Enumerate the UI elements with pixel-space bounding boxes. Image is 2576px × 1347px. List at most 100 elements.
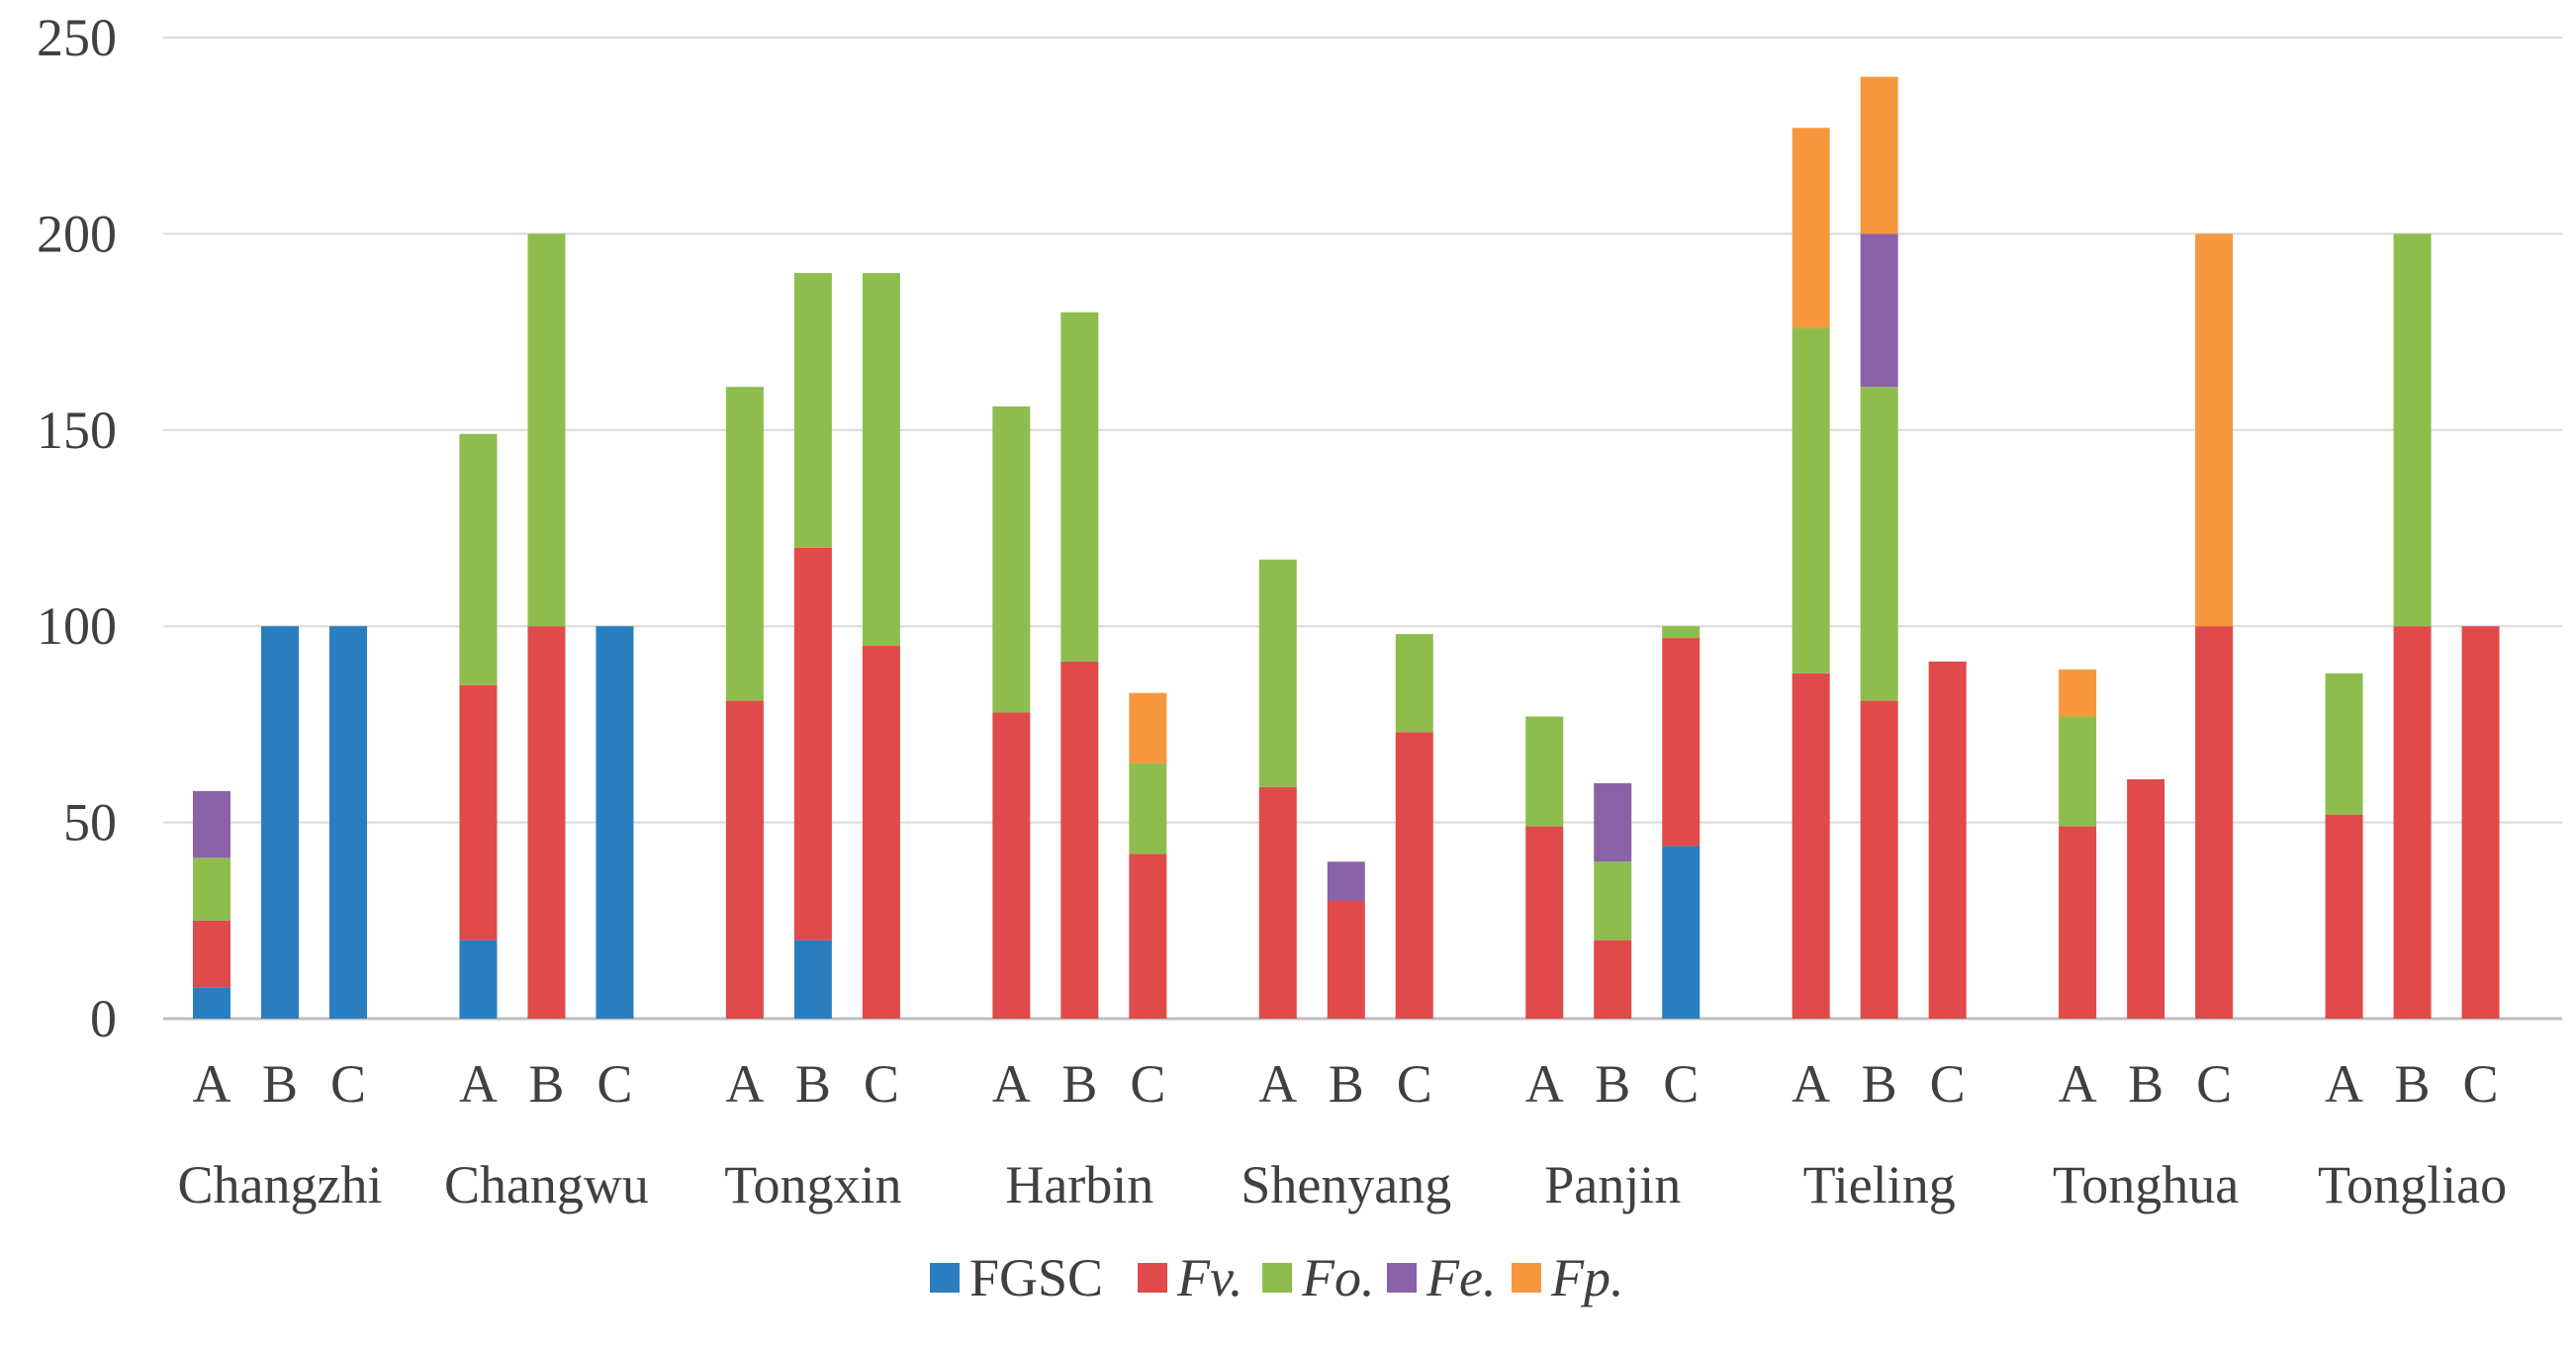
x-tick-label: A bbox=[1258, 1054, 1297, 1114]
x-tick-label: A bbox=[725, 1054, 764, 1114]
bar-tieling-a-fo bbox=[1792, 327, 1830, 674]
x-tick-label: B bbox=[1862, 1054, 1897, 1114]
x-tick-label: C bbox=[1130, 1054, 1165, 1114]
y-tick-label: 50 bbox=[63, 793, 117, 853]
legend-swatch-fv bbox=[1138, 1263, 1167, 1293]
group-label-shenyang: Shenyang bbox=[1241, 1155, 1451, 1214]
bar-tieling-a-fv bbox=[1792, 673, 1830, 1019]
bar-tongxin-b-fgsc bbox=[793, 940, 832, 1019]
bar-panjin-a-fv bbox=[1525, 826, 1564, 1019]
bar-changzhi-a-fe bbox=[193, 790, 230, 858]
bar-harbin-c-fo bbox=[1129, 763, 1167, 854]
group-label-harbin: Harbin bbox=[1005, 1155, 1153, 1214]
bar-tieling-c-fv bbox=[1928, 661, 1967, 1019]
bars bbox=[193, 76, 2500, 1019]
bar-tonghua-c-fp bbox=[2195, 233, 2234, 627]
x-tick-label: C bbox=[1397, 1054, 1432, 1114]
bar-changwu-a-fgsc bbox=[459, 940, 498, 1019]
bar-shenyang-c-fv bbox=[1395, 732, 1433, 1019]
bar-tongxin-c-fv bbox=[862, 646, 900, 1019]
bar-harbin-a-fv bbox=[992, 712, 1031, 1019]
bar-panjin-b-fv bbox=[1594, 940, 1632, 1019]
bar-changzhi-a-fo bbox=[193, 857, 230, 921]
y-tick-label: 0 bbox=[90, 989, 117, 1048]
x-tick-label: B bbox=[2128, 1054, 2163, 1114]
bar-tongxin-b-fo bbox=[793, 273, 832, 548]
x-tick-label: C bbox=[2463, 1054, 2499, 1114]
bar-shenyang-c-fo bbox=[1395, 634, 1433, 733]
legend-swatch-fo bbox=[1262, 1263, 1292, 1293]
bar-shenyang-a-fo bbox=[1258, 559, 1297, 787]
bar-tieling-b-fv bbox=[1860, 700, 1898, 1019]
bar-changwu-a-fo bbox=[459, 433, 498, 685]
bar-changwu-b-fv bbox=[527, 626, 566, 1019]
group-label-panjin: Panjin bbox=[1544, 1155, 1681, 1214]
bar-changzhi-a-fgsc bbox=[193, 987, 230, 1019]
bar-panjin-c-fgsc bbox=[1662, 846, 1701, 1019]
x-tick-label: A bbox=[2059, 1054, 2097, 1114]
bar-changzhi-a-fv bbox=[193, 920, 230, 988]
x-tick-label: C bbox=[597, 1054, 632, 1114]
group-label-tonghua: Tonghua bbox=[2053, 1155, 2239, 1214]
legend-swatch-fp bbox=[1512, 1263, 1541, 1293]
x-tick-label: A bbox=[2325, 1054, 2363, 1114]
x-tick-label: A bbox=[992, 1054, 1031, 1114]
bar-panjin-b-fe bbox=[1594, 782, 1632, 862]
x-tick-label: C bbox=[2196, 1054, 2232, 1114]
bar-changwu-c-fgsc bbox=[596, 626, 634, 1019]
legend-label-fp: Fp. bbox=[1550, 1248, 1624, 1307]
legend-swatch-fe bbox=[1387, 1263, 1417, 1293]
bar-tongliao-a-fo bbox=[2325, 673, 2363, 815]
bar-tongxin-a-fo bbox=[725, 387, 764, 701]
bar-changwu-b-fo bbox=[527, 233, 566, 627]
x-tick-label: B bbox=[795, 1054, 831, 1114]
x-tick-label: C bbox=[864, 1054, 899, 1114]
bar-shenyang-b-fe bbox=[1327, 861, 1365, 901]
y-tick-label: 100 bbox=[37, 596, 117, 656]
bar-panjin-a-fo bbox=[1525, 716, 1564, 827]
x-tick-label: B bbox=[1329, 1054, 1364, 1114]
x-tick-label: B bbox=[1061, 1054, 1097, 1114]
bar-tonghua-a-fo bbox=[2059, 716, 2097, 827]
bar-tonghua-c-fv bbox=[2195, 626, 2234, 1019]
bar-tongliao-b-fv bbox=[2393, 626, 2432, 1019]
bar-tieling-b-fe bbox=[1860, 233, 1898, 388]
x-tick-label: B bbox=[1595, 1054, 1630, 1114]
y-tick-label: 200 bbox=[37, 204, 117, 263]
bar-changzhi-b-fgsc bbox=[261, 626, 299, 1019]
x-tick-label: C bbox=[1663, 1054, 1699, 1114]
bar-shenyang-a-fv bbox=[1258, 786, 1297, 1019]
bar-panjin-c-fv bbox=[1662, 638, 1701, 847]
bar-changzhi-c-fgsc bbox=[329, 626, 367, 1019]
x-tick-label: A bbox=[1525, 1054, 1564, 1114]
bar-harbin-c-fv bbox=[1129, 853, 1167, 1019]
group-label-tieling: Tieling bbox=[1803, 1155, 1956, 1214]
legend-swatch-fgsc bbox=[930, 1263, 960, 1293]
y-axis-ticks: 0 50 100 150 200 250 bbox=[37, 8, 117, 1048]
bar-panjin-c-fo bbox=[1662, 626, 1701, 639]
y-tick-label: 150 bbox=[37, 401, 117, 460]
x-tick-label: B bbox=[528, 1054, 564, 1114]
bar-changwu-a-fv bbox=[459, 684, 498, 941]
x-tick-label: C bbox=[1930, 1054, 1966, 1114]
bar-tongliao-a-fv bbox=[2325, 814, 2363, 1019]
group-label-tongxin: Tongxin bbox=[724, 1155, 901, 1214]
y-tick-label: 250 bbox=[37, 8, 117, 67]
x-tick-label: A bbox=[459, 1054, 498, 1114]
legend-label-fo: Fo. bbox=[1301, 1248, 1375, 1307]
bar-panjin-b-fo bbox=[1594, 861, 1632, 941]
x-tick-label: B bbox=[2395, 1054, 2431, 1114]
bar-harbin-a-fo bbox=[992, 405, 1031, 713]
bar-shenyang-b-fv bbox=[1327, 900, 1365, 1019]
x-tick-label: B bbox=[262, 1054, 298, 1114]
group-label-tongliao: Tongliao bbox=[2318, 1155, 2507, 1214]
bar-tonghua-a-fp bbox=[2059, 669, 2097, 717]
bar-tongliao-c-fv bbox=[2461, 626, 2500, 1019]
bar-tieling-a-fp bbox=[1792, 128, 1830, 328]
legend-label-fgsc: FGSC bbox=[969, 1248, 1103, 1307]
bar-tieling-b-fp bbox=[1860, 76, 1898, 234]
bar-tongxin-c-fo bbox=[862, 273, 900, 647]
bar-harbin-b-fo bbox=[1060, 312, 1099, 662]
